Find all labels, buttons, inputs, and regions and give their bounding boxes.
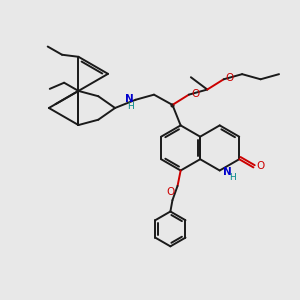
Text: N: N bbox=[125, 94, 134, 104]
Text: N: N bbox=[223, 167, 232, 176]
Text: H: H bbox=[229, 173, 236, 182]
Text: O: O bbox=[191, 88, 199, 99]
Text: O: O bbox=[166, 187, 175, 197]
Text: O: O bbox=[226, 73, 234, 83]
Text: O: O bbox=[256, 161, 265, 171]
Text: H: H bbox=[127, 103, 134, 112]
